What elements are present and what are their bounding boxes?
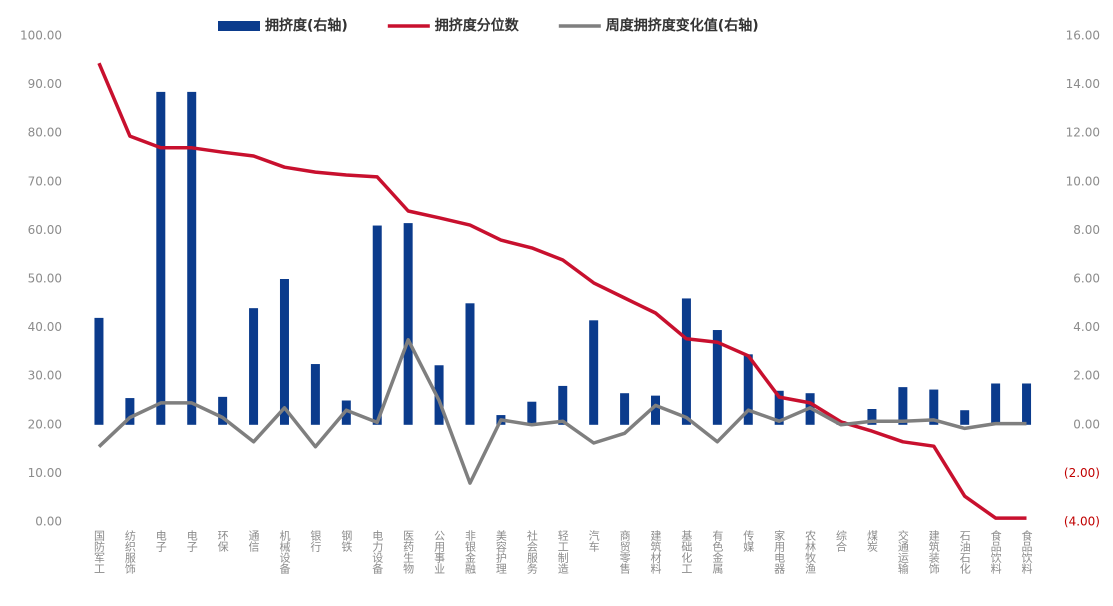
x-tick-label: 机械设备 xyxy=(278,529,291,575)
y2-tick-label: 6.00 xyxy=(1073,272,1100,286)
x-tick-label: 纺织服饰 xyxy=(123,529,136,574)
y-tick-label: 70.00 xyxy=(28,174,62,188)
legend-label: 周度拥挤度变化值(右轴) xyxy=(606,17,759,34)
x-tick-label: 农林牧渔 xyxy=(804,529,817,575)
x-tick-label: 商贸零售 xyxy=(618,529,631,575)
y-tick-label: 20.00 xyxy=(28,417,62,431)
y2-tick-label: 2.00 xyxy=(1073,369,1100,383)
x-tick-label: 轻工制造 xyxy=(556,529,569,574)
x-tick-label: 医药生物 xyxy=(402,530,415,574)
bar xyxy=(898,387,908,425)
bar xyxy=(279,279,289,425)
y-tick-label: 30.00 xyxy=(28,369,62,383)
y2-tick-label: 4.00 xyxy=(1073,320,1100,334)
y2-tick-label: 16.00 xyxy=(1066,29,1100,43)
x-tick-label: 钢铁 xyxy=(340,530,353,552)
y-tick-label: 90.00 xyxy=(28,77,62,91)
y2-tick-label: 14.00 xyxy=(1066,77,1100,91)
bar xyxy=(1022,383,1032,425)
x-tick-label: 石油石化 xyxy=(958,530,971,575)
x-tick-label: 建筑材料 xyxy=(649,529,662,575)
x-tick-label: 食品饮料 xyxy=(1020,529,1033,575)
bar xyxy=(403,223,413,425)
x-tick-label: 食品饮料 xyxy=(989,529,1002,575)
bar xyxy=(527,401,537,425)
legend-label: 拥挤度(右轴) xyxy=(265,17,348,34)
y2-tick-label: 12.00 xyxy=(1066,126,1100,140)
x-tick-label: 交通运输 xyxy=(896,529,909,575)
bar xyxy=(743,354,753,425)
x-tick-label: 公用事业 xyxy=(433,530,446,574)
bar xyxy=(620,393,630,425)
y2-tick-label: 0.00 xyxy=(1073,417,1100,431)
y2-tick-label: 10.00 xyxy=(1066,174,1100,188)
y-tick-label: 100.00 xyxy=(20,29,62,43)
x-tick-label: 非银金融 xyxy=(463,530,476,575)
x-tick-label: 家用电器 xyxy=(773,529,786,575)
line xyxy=(97,338,1027,485)
bar xyxy=(774,390,784,425)
bar xyxy=(249,308,259,425)
x-tick-label: 有色金属 xyxy=(711,529,724,575)
legend-swatch xyxy=(218,21,260,31)
x-tick-label: 煤炭 xyxy=(865,530,878,553)
bar xyxy=(125,398,135,425)
x-tick-label: 电子 xyxy=(154,530,167,552)
x-tick-label: 基础化工 xyxy=(680,530,693,574)
bar xyxy=(681,298,691,425)
x-tick-label: 汽车 xyxy=(587,529,600,553)
y-tick-label: 50.00 xyxy=(28,272,62,286)
x-tick-label: 综合 xyxy=(835,529,848,552)
x-tick-label: 传媒 xyxy=(742,530,755,553)
bar xyxy=(156,91,166,425)
y-tick-label: 10.00 xyxy=(28,466,62,480)
bar xyxy=(960,410,970,425)
x-tick-label: 社会服务 xyxy=(525,529,538,574)
bar xyxy=(465,303,475,425)
x-tick-label: 国防军工 xyxy=(92,530,105,574)
y-tick-label: 0.00 xyxy=(35,515,62,529)
bar xyxy=(929,389,939,425)
x-tick-label: 建筑装饰 xyxy=(927,529,940,574)
bar xyxy=(589,320,599,425)
bar xyxy=(310,364,320,425)
bar xyxy=(867,409,877,425)
bar xyxy=(712,330,722,425)
bar xyxy=(218,396,228,425)
bar xyxy=(372,225,382,425)
x-tick-label: 电子 xyxy=(185,530,198,552)
x-tick-label: 环保 xyxy=(216,530,229,553)
x-tick-label: 银行 xyxy=(309,529,322,553)
bar xyxy=(558,385,568,425)
bar xyxy=(187,91,197,425)
y-tick-label: 80.00 xyxy=(28,126,62,140)
bar xyxy=(434,365,444,425)
line xyxy=(97,62,1027,520)
x-tick-label: 电力设备 xyxy=(371,530,384,575)
legend-label: 拥挤度分位数 xyxy=(435,17,520,34)
bar xyxy=(94,317,104,425)
y-tick-label: 40.00 xyxy=(28,320,62,334)
x-tick-label: 通信 xyxy=(247,530,260,553)
y-tick-label: 60.00 xyxy=(28,223,62,237)
x-tick-label: 美容护理 xyxy=(494,530,507,574)
y2-tick-label: (4.00) xyxy=(1064,515,1100,529)
y2-tick-label: (2.00) xyxy=(1064,466,1100,480)
y2-tick-label: 8.00 xyxy=(1073,223,1100,237)
bar xyxy=(651,395,661,425)
bar xyxy=(991,383,1001,425)
